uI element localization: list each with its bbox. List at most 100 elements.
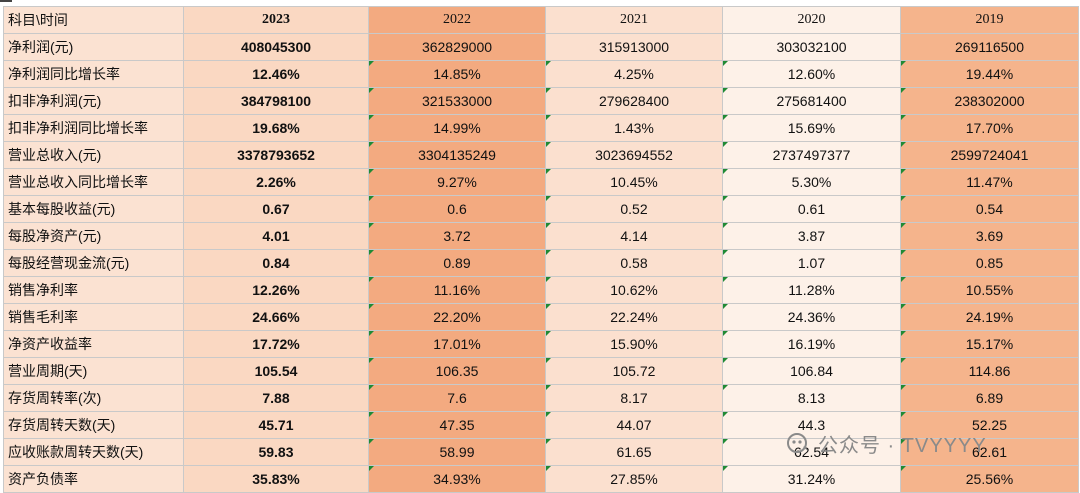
value-cell-2023: 2.26% (183, 168, 369, 196)
value-cell-2021: 44.07 (545, 411, 723, 439)
table-row: 营业总收入同比增长率 2.26% 9.27% 10.45% 5.30% 11.47% (3, 168, 1079, 196)
value-cell-2022: 321533000 (368, 87, 546, 115)
value-cell-2020: 0.61 (722, 195, 901, 223)
header-row: 科目\时间 2023 2022 2021 2020 2019 (3, 6, 1079, 34)
value-cell-2022: 34.93% (368, 465, 546, 493)
row-label: 净利润(元) (3, 33, 184, 61)
row-label: 应收账款周转天数(天) (3, 438, 184, 466)
row-label: 营业周期(天) (3, 357, 184, 385)
value-cell-2021: 15.90% (545, 330, 723, 358)
value-cell-2020: 31.24% (722, 465, 901, 493)
value-cell-2021: 279628400 (545, 87, 723, 115)
table-row: 每股净资产(元) 4.01 3.72 4.14 3.87 3.69 (3, 222, 1079, 250)
value-cell-2022: 0.89 (368, 249, 546, 277)
value-cell-2021: 0.58 (545, 249, 723, 277)
value-cell-2020: 16.19% (722, 330, 901, 358)
row-label: 营业总收入(元) (3, 141, 184, 169)
value-cell-2022: 7.6 (368, 384, 546, 412)
table-row: 销售净利率 12.26% 11.16% 10.62% 11.28% 10.55% (3, 276, 1079, 304)
table-row: 存货周转天数(天) 45.71 47.35 44.07 44.3 52.25 (3, 411, 1079, 439)
value-cell-2019: 10.55% (900, 276, 1079, 304)
value-cell-2021: 22.24% (545, 303, 723, 331)
year-header-2023: 2023 (183, 6, 369, 34)
value-cell-2020: 106.84 (722, 357, 901, 385)
row-label: 销售净利率 (3, 276, 184, 304)
row-label: 基本每股收益(元) (3, 195, 184, 223)
value-cell-2023: 0.67 (183, 195, 369, 223)
value-cell-2022: 22.20% (368, 303, 546, 331)
wechat-official-account-icon (787, 433, 808, 453)
value-cell-2023: 12.46% (183, 60, 369, 88)
table-row: 净利润同比增长率 12.46% 14.85% 4.25% 12.60% 19.44% (3, 60, 1079, 88)
row-label: 扣非净利润同比增长率 (3, 114, 184, 142)
value-cell-2019: 2599724041 (900, 141, 1079, 169)
row-label: 净利润同比增长率 (3, 60, 184, 88)
value-cell-2019: 62.61 (900, 438, 1079, 466)
value-cell-2020: 12.60% (722, 60, 901, 88)
value-cell-2023: 24.66% (183, 303, 369, 331)
table-row: 营业周期(天) 105.54 106.35 105.72 106.84 114.86 (3, 357, 1079, 385)
value-cell-2019: 25.56% (900, 465, 1079, 493)
row-label: 存货周转天数(天) (3, 411, 184, 439)
value-cell-2019: 0.54 (900, 195, 1079, 223)
table-body: 科目\时间 2023 2022 2021 2020 2019 净利润(元) 408… (3, 6, 1079, 493)
value-cell-2021: 3023694552 (545, 141, 723, 169)
value-cell-2020: 1.07 (722, 249, 901, 277)
table-row: 扣非净利润同比增长率 19.68% 14.99% 1.43% 15.69% 17.70% (3, 114, 1079, 142)
corner-header: 科目\时间 (3, 6, 184, 34)
value-cell-2022: 362829000 (368, 33, 546, 61)
value-cell-2020: 5.30% (722, 168, 901, 196)
value-cell-2021: 105.72 (545, 357, 723, 385)
value-cell-2020: 3.87 (722, 222, 901, 250)
value-cell-2022: 3.72 (368, 222, 546, 250)
value-cell-2023: 4.01 (183, 222, 369, 250)
value-cell-2023: 3378793652 (183, 141, 369, 169)
value-cell-2019: 269116500 (900, 33, 1079, 61)
value-cell-2023: 19.68% (183, 114, 369, 142)
value-cell-2021: 10.62% (545, 276, 723, 304)
value-cell-2022: 3304135249 (368, 141, 546, 169)
value-cell-2021: 61.65 (545, 438, 723, 466)
value-cell-2021: 8.17 (545, 384, 723, 412)
value-cell-2019: 238302000 (900, 87, 1079, 115)
value-cell-2020: 275681400 (722, 87, 901, 115)
value-cell-2021: 0.52 (545, 195, 723, 223)
value-cell-2020: 2737497377 (722, 141, 901, 169)
row-label: 扣非净利润(元) (3, 87, 184, 115)
corner-mark (0, 0, 12, 2)
value-cell-2019: 19.44% (900, 60, 1079, 88)
value-cell-2020: 24.36% (722, 303, 901, 331)
row-label: 存货周转率(次) (3, 384, 184, 412)
year-header-2019: 2019 (900, 6, 1079, 34)
financial-table: 科目\时间 2023 2022 2021 2020 2019 净利润(元) 408… (3, 6, 1079, 493)
table-row: 每股经营现金流(元) 0.84 0.89 0.58 1.07 0.85 (3, 249, 1079, 277)
year-header-2022: 2022 (368, 6, 546, 34)
value-cell-2019: 11.47% (900, 168, 1079, 196)
table-row: 资产负债率 35.83% 34.93% 27.85% 31.24% 25.56% (3, 465, 1079, 493)
value-cell-2019: 52.25 (900, 411, 1079, 439)
value-cell-2021: 1.43% (545, 114, 723, 142)
value-cell-2019: 17.70% (900, 114, 1079, 142)
value-cell-2023: 105.54 (183, 357, 369, 385)
value-cell-2023: 45.71 (183, 411, 369, 439)
table-row: 净资产收益率 17.72% 17.01% 15.90% 16.19% 15.17% (3, 330, 1079, 358)
row-label: 营业总收入同比增长率 (3, 168, 184, 196)
value-cell-2022: 14.99% (368, 114, 546, 142)
value-cell-2021: 10.45% (545, 168, 723, 196)
value-cell-2019: 24.19% (900, 303, 1079, 331)
value-cell-2021: 27.85% (545, 465, 723, 493)
value-cell-2023: 0.84 (183, 249, 369, 277)
value-cell-2023: 384798100 (183, 87, 369, 115)
table-row: 扣非净利润(元) 384798100 321533000 279628400 27568… (3, 87, 1079, 115)
table-row: 净利润(元) 408045300 362829000 315913000 3030321… (3, 33, 1079, 61)
row-label: 每股经营现金流(元) (3, 249, 184, 277)
value-cell-2020: 11.28% (722, 276, 901, 304)
value-cell-2023: 17.72% (183, 330, 369, 358)
value-cell-2019: 15.17% (900, 330, 1079, 358)
value-cell-2019: 0.85 (900, 249, 1079, 277)
table-row: 基本每股收益(元) 0.67 0.6 0.52 0.61 0.54 (3, 195, 1079, 223)
year-header-2021: 2021 (545, 6, 723, 34)
year-header-2020: 2020 (722, 6, 901, 34)
row-label: 资产负债率 (3, 465, 184, 493)
value-cell-2021: 315913000 (545, 33, 723, 61)
